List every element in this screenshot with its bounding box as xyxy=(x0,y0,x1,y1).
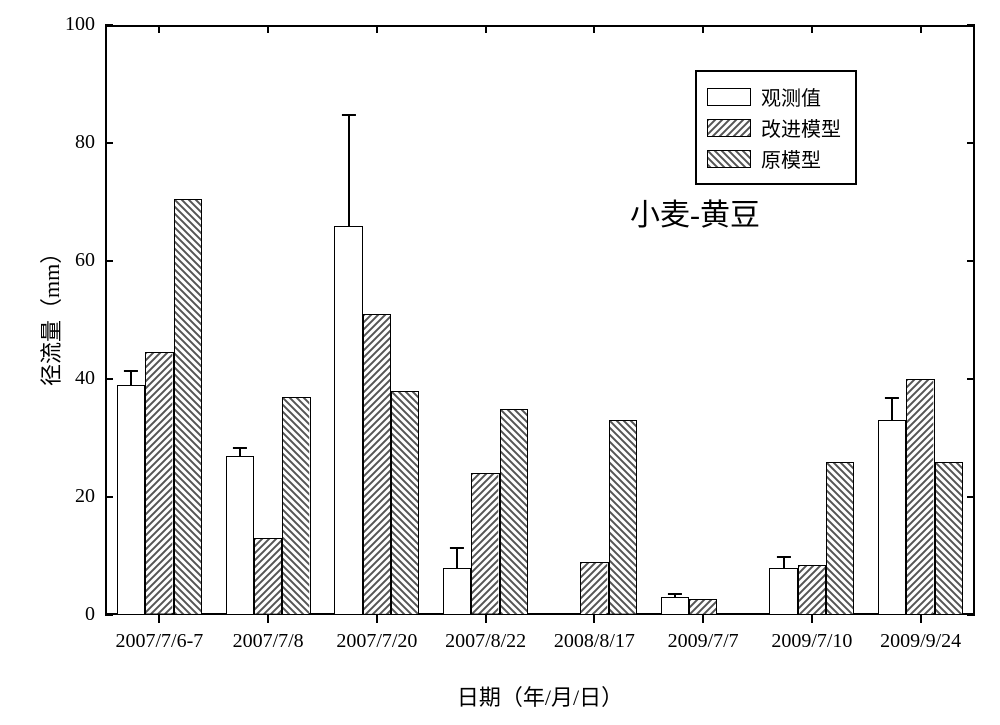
bar-improved xyxy=(580,562,608,615)
x-tick xyxy=(702,25,704,33)
y-tick xyxy=(967,378,975,380)
x-tick-label: 2007/7/8 xyxy=(213,630,323,653)
x-tick xyxy=(376,615,378,623)
x-tick xyxy=(267,615,269,623)
bar-improved xyxy=(145,352,173,615)
x-tick xyxy=(811,25,813,33)
chart-container: 径流量（mm） 日期（年/月/日） 小麦-黄豆 观测值改进模型原模型 02040… xyxy=(0,0,1000,725)
bar-observed xyxy=(334,226,362,615)
x-tick xyxy=(811,615,813,623)
x-tick xyxy=(158,615,160,623)
bar-improved xyxy=(471,473,499,615)
x-tick-label: 2007/7/20 xyxy=(322,630,432,653)
legend-swatch xyxy=(707,88,751,106)
legend-label: 观测值 xyxy=(761,82,821,111)
x-tick-label: 2007/8/22 xyxy=(431,630,541,653)
bar-observed xyxy=(226,456,254,615)
y-tick-label: 80 xyxy=(55,131,95,154)
legend-item: 改进模型 xyxy=(707,113,841,142)
x-tick xyxy=(920,615,922,623)
y-tick xyxy=(105,378,113,380)
x-tick-label: 2009/9/24 xyxy=(866,630,976,653)
bar-original xyxy=(935,462,963,615)
x-tick-label: 2008/8/17 xyxy=(539,630,649,653)
bar-improved xyxy=(254,538,282,615)
y-tick-label: 0 xyxy=(55,603,95,626)
y-tick-label: 60 xyxy=(55,249,95,272)
legend-label: 改进模型 xyxy=(761,113,841,142)
bar-improved xyxy=(363,314,391,615)
bar-original xyxy=(826,462,854,615)
y-tick xyxy=(967,614,975,616)
x-tick-label: 2009/7/7 xyxy=(648,630,758,653)
x-tick xyxy=(920,25,922,33)
legend-swatch xyxy=(707,119,751,137)
y-tick xyxy=(967,24,975,26)
chart-annotation: 小麦-黄豆 xyxy=(630,190,760,234)
x-tick xyxy=(485,615,487,623)
x-tick xyxy=(376,25,378,33)
y-tick xyxy=(105,614,113,616)
y-tick xyxy=(967,496,975,498)
y-tick-label: 100 xyxy=(55,13,95,36)
y-tick-label: 40 xyxy=(55,367,95,390)
bar-observed xyxy=(661,597,689,615)
x-tick xyxy=(485,25,487,33)
bar-original xyxy=(391,391,419,615)
y-tick-label: 20 xyxy=(55,485,95,508)
bar-improved xyxy=(798,565,826,615)
y-tick xyxy=(967,260,975,262)
bar-observed xyxy=(878,420,906,615)
legend-label: 原模型 xyxy=(761,144,821,173)
y-tick xyxy=(105,260,113,262)
x-tick xyxy=(267,25,269,33)
x-tick-label: 2007/7/6-7 xyxy=(104,630,214,653)
y-tick xyxy=(105,142,113,144)
legend: 观测值改进模型原模型 xyxy=(695,70,857,185)
x-tick xyxy=(593,615,595,623)
legend-item: 原模型 xyxy=(707,144,841,173)
bar-observed xyxy=(117,385,145,615)
bar-observed xyxy=(769,568,797,615)
bar-original xyxy=(282,397,310,615)
legend-item: 观测值 xyxy=(707,82,841,111)
y-tick xyxy=(105,496,113,498)
bar-improved xyxy=(689,599,717,615)
x-axis-label: 日期（年/月/日） xyxy=(400,680,680,712)
bar-original xyxy=(174,199,202,615)
y-tick xyxy=(105,24,113,26)
bar-observed xyxy=(443,568,471,615)
x-tick xyxy=(593,25,595,33)
x-tick xyxy=(702,615,704,623)
bar-improved xyxy=(906,379,934,615)
x-tick-label: 2009/7/10 xyxy=(757,630,867,653)
legend-swatch xyxy=(707,150,751,168)
bar-original xyxy=(609,420,637,615)
bar-original xyxy=(500,409,528,616)
y-tick xyxy=(967,142,975,144)
x-tick xyxy=(158,25,160,33)
